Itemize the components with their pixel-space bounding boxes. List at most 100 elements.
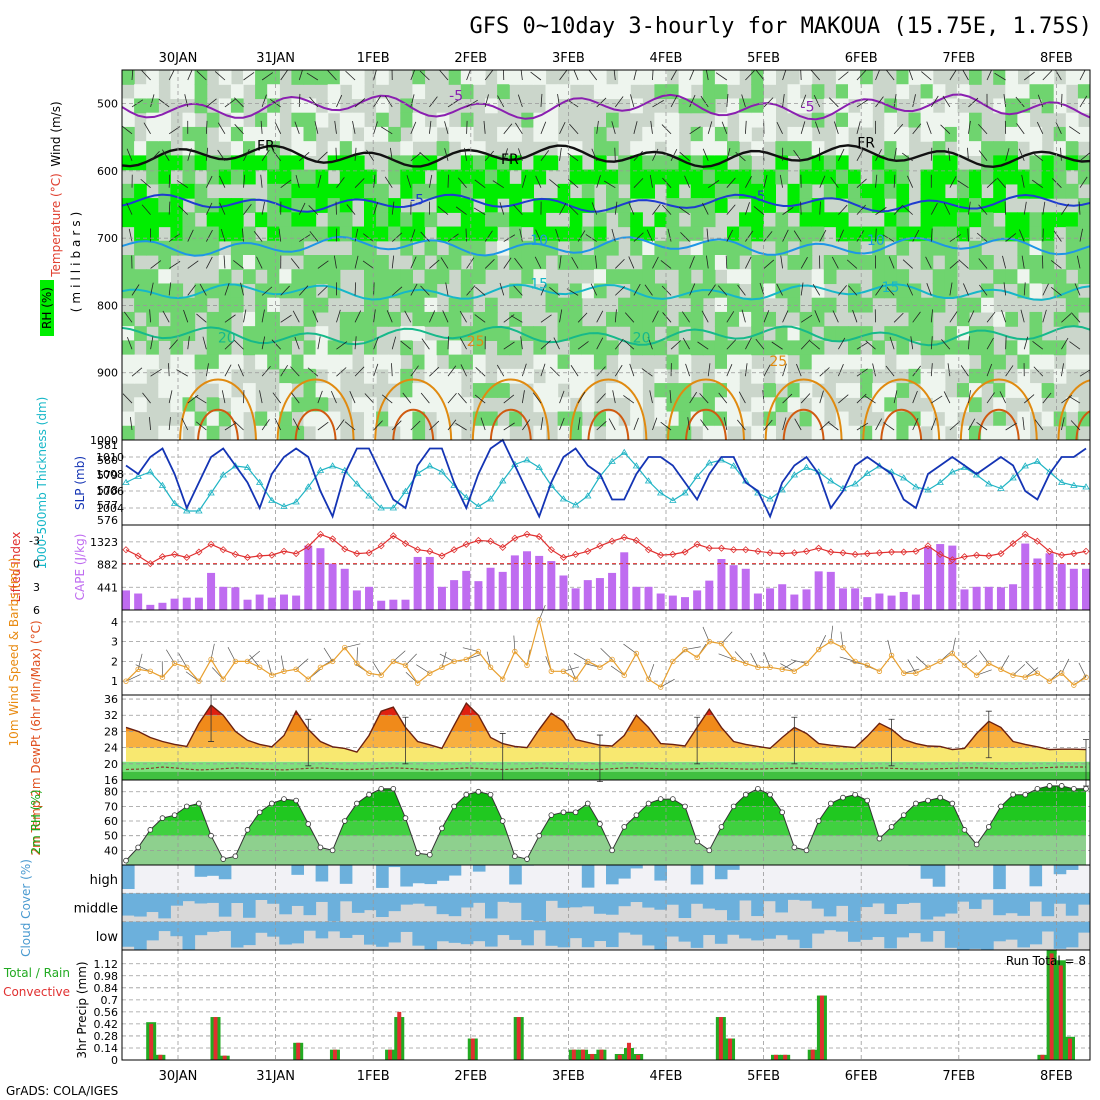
wind-barb [872,363,876,377]
rh-cell [448,311,462,327]
cloud-cell [848,893,861,922]
rh-cell [170,383,184,398]
rh-point [998,803,1004,810]
rh-cell [811,198,825,213]
wind-barb [122,393,133,404]
rh-cell [448,169,462,185]
li-point [742,546,750,554]
rh-cell [1041,84,1055,100]
y-tick-label: 3 [111,636,118,649]
cloud-row-label: low [96,930,119,945]
rh-cell [279,340,292,356]
wind-barb [921,71,932,81]
rh-cell [690,340,704,356]
wind-barb [819,175,826,188]
rh-cell [618,354,631,370]
rh-cell [606,425,619,440]
cloud-cell [388,893,401,912]
cape-bar [255,594,264,610]
y-tick-label: 24 [104,742,118,755]
thickness-point [608,457,616,464]
rh-cell [146,155,159,171]
rh-cell [158,112,171,128]
rh-cell [896,155,910,171]
cloud-cell [775,921,788,936]
cloud-cell [618,921,631,933]
wind-barb [327,70,337,81]
li-point [219,546,227,554]
wind-barb [317,390,323,404]
wind-barb [437,206,449,215]
wind-barb [962,70,969,81]
wind-barb [272,150,282,162]
rh-cell [1041,70,1055,85]
cloud-row-label: high [90,873,118,888]
rh-cell [1005,112,1018,128]
thickness-line [125,451,1087,512]
wind-barb [280,364,288,377]
rh-cell [472,425,486,440]
rh-cell [472,383,486,398]
wind-barb [492,180,504,189]
rh-cell [364,183,377,199]
rh-cell [932,84,946,100]
top-date-tick: 3FEB [552,51,585,66]
wind-barb [833,121,839,134]
wind-barb [745,120,747,134]
li-point [243,553,252,562]
rh-cell [122,155,135,171]
isotherm-25 [179,378,257,440]
wind-barb [736,419,746,431]
rh-cell [1041,411,1055,427]
rh-cell [497,169,510,185]
rh-cell [690,141,704,156]
wind-barb [237,364,244,377]
isotherm-line [122,325,1090,347]
contour-label: 20 [218,330,236,346]
rh-cell [969,368,982,384]
rh-cell [243,155,256,171]
wind-grid [122,610,1090,695]
rh-cell [339,70,353,85]
rh-cell [230,84,244,100]
wind-point [828,638,834,645]
wind-barb [652,204,661,215]
wind-barb [644,284,653,296]
rh-point [1034,785,1041,792]
wind-barb [726,339,736,350]
rh-cell [545,397,559,413]
rh-cell [690,183,704,199]
li-point [207,540,215,548]
rh-cell [920,326,934,341]
wind-barb [755,338,765,350]
wind-barb [670,70,678,81]
wind-barb [978,258,988,269]
rh-cell [678,311,692,327]
cloud-cell [279,921,292,945]
li-point [535,533,543,541]
cloud-cell [860,921,873,940]
rh-cell [388,397,401,413]
rh-cell [376,126,389,142]
rh-point [609,847,615,854]
rh-cell [460,155,474,171]
wind-barb [968,97,979,108]
wind-barb [540,363,546,377]
wind-barb [591,202,598,215]
rh-cell [424,368,438,384]
cloud-cell [690,865,704,885]
rh-cell [351,155,365,171]
rh-cell [146,269,159,285]
wind-barb [364,393,374,404]
li-point [414,546,422,554]
precip-convective-bar [516,1017,521,1060]
rh-cell [872,397,885,413]
rh-cell [739,354,752,370]
rh-cell [460,269,474,285]
wind-barb [908,70,914,81]
thickness-point [985,480,993,487]
wind-barb [429,310,436,323]
rh-cell [872,198,885,213]
cloud-cell [981,921,994,950]
